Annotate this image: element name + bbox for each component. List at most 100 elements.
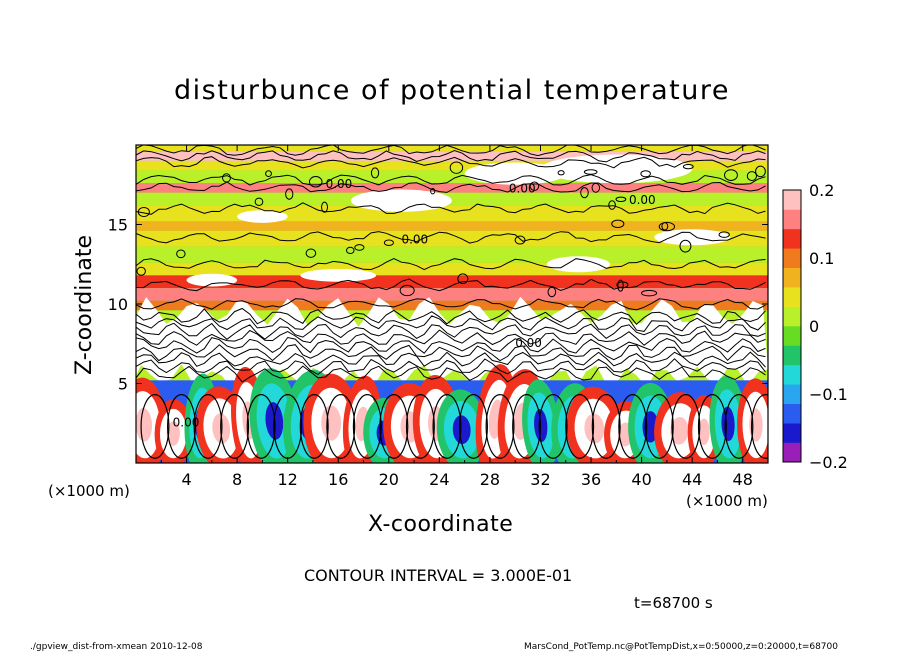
- contour-line: [136, 344, 766, 362]
- contour-loop: [220, 394, 250, 459]
- contour-line: [136, 278, 766, 292]
- contour-loop: [617, 279, 624, 292]
- footer-data-source: MarsCond_PotTemp.nc@PotTempDist,x=0:5000…: [524, 642, 838, 652]
- colorbar-segment: [783, 326, 801, 346]
- contour-loop: [285, 188, 294, 200]
- field-bands: [136, 145, 768, 389]
- contour-loop: [618, 394, 648, 459]
- contour-loop: [608, 200, 616, 210]
- contour-loop: [718, 231, 730, 238]
- colorbar-segment: [783, 267, 801, 288]
- colorbar-segment: [783, 190, 801, 210]
- contour-loop: [176, 249, 186, 259]
- saturated-patch: [237, 210, 288, 223]
- colorbar-tick-label: 0: [809, 317, 819, 336]
- contour-loop: [755, 165, 766, 178]
- colorbar-segment: [783, 384, 801, 405]
- time-label: t=68700 s: [634, 594, 713, 612]
- saturated-patch: [464, 162, 566, 185]
- field-band: [136, 300, 768, 311]
- contour-loop: [591, 182, 601, 193]
- x-tick-label: 48: [733, 470, 753, 489]
- colorbar-tick-label: −0.1: [809, 385, 848, 404]
- contour-label: 0.00: [515, 336, 542, 350]
- x-axis-ticks: 4 8 12 16 20 24 28 32 36 40 44 48: [160, 145, 753, 489]
- contour-loop: [580, 187, 589, 199]
- field-band: [136, 192, 768, 206]
- chart-title: disturbunce of potential temperature: [174, 75, 730, 106]
- y-tick-label: 10: [108, 295, 128, 314]
- contour-line: [136, 156, 766, 169]
- plume-region: [670, 416, 689, 445]
- contour-loop: [640, 170, 651, 178]
- footer-script-info: ./gpview_dist-from-xmean 2010-12-08: [30, 642, 203, 652]
- colorbar-segment: [783, 228, 801, 249]
- contour-line: [136, 365, 766, 383]
- colorbar-frame: [782, 189, 802, 463]
- x-tick-label: 40: [631, 470, 651, 489]
- contour-loop: [299, 394, 329, 459]
- contour-loop: [615, 196, 627, 203]
- contour-loop: [538, 394, 568, 459]
- contour-loop: [591, 394, 621, 459]
- field-band: [136, 275, 768, 289]
- saturated-patch: [186, 273, 238, 287]
- contour-loop: [565, 394, 595, 459]
- contour-loop: [644, 394, 674, 459]
- plume-region: [166, 421, 180, 446]
- colorbar-segment: [783, 306, 801, 327]
- contour-loop: [166, 394, 197, 459]
- contour-loop: [305, 248, 317, 258]
- contour-loop: [254, 197, 264, 206]
- contour-line: [136, 307, 766, 326]
- colorbar-tick-label: 0.2: [809, 181, 834, 200]
- contour-loop: [140, 394, 170, 459]
- x-tick-label: 16: [328, 470, 348, 489]
- contour-line: [136, 174, 766, 186]
- field-band: [136, 160, 768, 171]
- x-tick-label: 28: [480, 470, 500, 489]
- contour-loop: [514, 235, 526, 245]
- contour-loop: [137, 206, 150, 218]
- contour-loop: [724, 394, 754, 459]
- x-axis-label: X-coordinate: [368, 512, 514, 537]
- contour-line: [136, 149, 766, 163]
- contour-line: [136, 358, 766, 375]
- contour-loop: [405, 394, 435, 459]
- contour-value-labels: 0.00 0.00 0.00 0.00 0.00 0.00: [173, 177, 656, 430]
- contour-loop: [370, 167, 380, 179]
- contour-loop: [485, 394, 515, 459]
- contour-line: [136, 257, 766, 271]
- field-band: [136, 288, 768, 301]
- saturated-region: [136, 296, 768, 389]
- field-band: [136, 151, 768, 161]
- contour-loop: [746, 171, 758, 182]
- contour-loop: [222, 173, 231, 183]
- contour-loop: [697, 394, 727, 459]
- colorbar-segment: [783, 287, 801, 307]
- plot-area: [136, 145, 768, 463]
- colorbar-tick-label: −0.2: [809, 453, 848, 472]
- field-band: [136, 183, 768, 193]
- plume-region: [136, 407, 153, 442]
- contour-loop: [671, 394, 701, 459]
- saturated-patch: [350, 189, 452, 212]
- contour-line: [136, 329, 766, 346]
- contour-loop: [193, 394, 223, 459]
- contour-loop: [529, 181, 540, 191]
- contour-loop: [682, 163, 694, 170]
- field-band: [136, 145, 768, 152]
- x-tick-label: 12: [278, 470, 298, 489]
- contour-loop: [265, 170, 272, 178]
- contour-loop: [430, 188, 436, 195]
- plume-region: [452, 415, 471, 445]
- contour-loop: [640, 289, 658, 297]
- colorbar-segment: [783, 403, 801, 424]
- contour-loop: [611, 219, 625, 229]
- colorbar-tick-label: 0.1: [809, 249, 834, 268]
- contour-loop: [512, 394, 542, 459]
- contour-line: [136, 322, 766, 340]
- x-tick-label: 8: [232, 470, 242, 489]
- colorbar-segment: [783, 248, 801, 269]
